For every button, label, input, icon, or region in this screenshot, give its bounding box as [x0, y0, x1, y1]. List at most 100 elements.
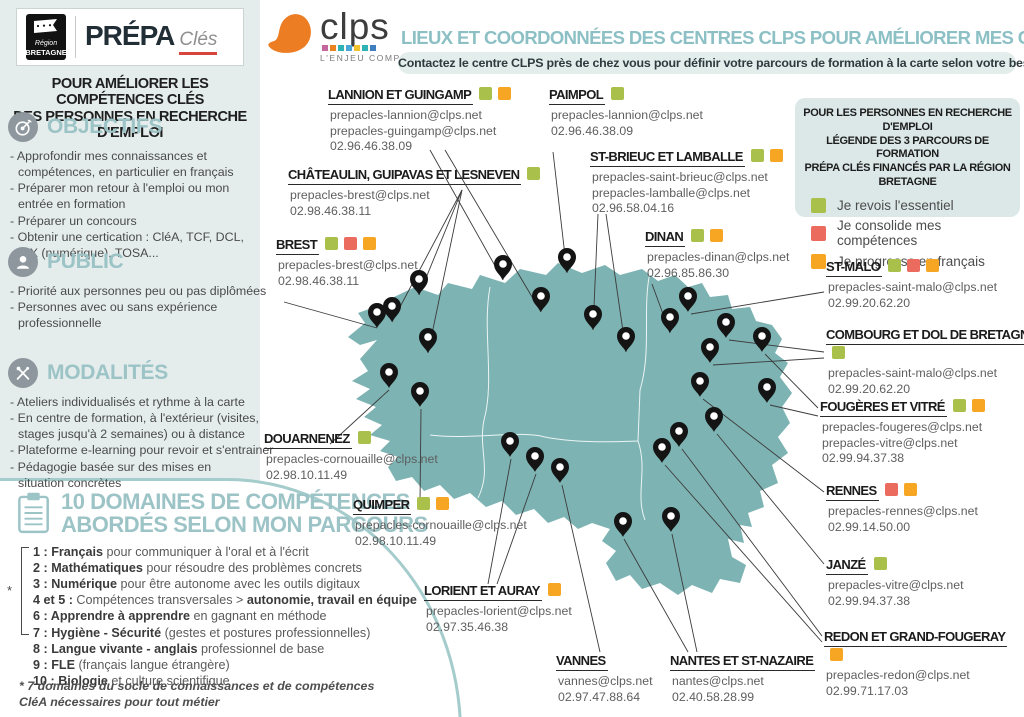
- center-name: FOUGÈRES ET VITRÉ: [820, 399, 947, 417]
- clps-dot: [362, 45, 368, 51]
- center-email: prepacles-guingamp@clps.net: [330, 123, 497, 138]
- map-pins: [368, 248, 776, 537]
- bullet-item: - Approfondir mes connaissances et compét…: [10, 149, 234, 180]
- map-pin: [661, 308, 679, 333]
- map-pin: [705, 407, 723, 432]
- objectifs-bullet-list: - Approfondir mes connaissances et compét…: [10, 148, 260, 261]
- map-pin: [380, 363, 398, 388]
- clps-tagline: L'ENJEU COMPÉTENCES: [320, 52, 452, 63]
- sidebar-heading-line2: DES PERSONNES EN RECHERCHE D'EMPLOI: [13, 108, 247, 142]
- clps-color-dots: [322, 45, 376, 51]
- center-name: COMBOURG ET DOL DE BRETAGNE: [826, 327, 1024, 345]
- clps-wordmark: clps: [320, 6, 390, 47]
- legend-item: Je revois l'essentiel: [811, 197, 1020, 213]
- center-name: LORIENT ET AURAY: [424, 583, 542, 601]
- modalites-bullet-list: - Ateliers individualisés et rythme à la…: [10, 394, 274, 491]
- center-email: prepacles-redon@clps.net: [826, 668, 970, 682]
- domain-item: 3 : Numérique pour être autonome avec le…: [33, 577, 360, 592]
- center-phone: 02.98.10.11.49: [355, 533, 437, 548]
- center-phone: 02.99.71.17.03: [826, 683, 909, 698]
- domains-panel-heading: 10 DOMAINES DE COMPÉTENCES ABORDÉS SELON…: [61, 490, 428, 536]
- domain-item: 1 : Français pour communiquer à l'oral e…: [33, 545, 309, 559]
- parcours-badge-green: [691, 229, 705, 242]
- parcours-badge-orange: [363, 237, 377, 250]
- legend-item: Je consolide mes compétences: [811, 218, 1020, 248]
- center-name: QUIMPER: [353, 497, 412, 515]
- domains-1-7-bracket: [21, 547, 29, 635]
- parcours-badge-green: [479, 87, 493, 100]
- center-email: prepacles-rennes@clps.net: [828, 504, 978, 518]
- public-bullet-list: - Priorité aux personnes peu ou pas dipl…: [10, 283, 266, 331]
- center-email: prepacles-brest@clps.net: [290, 188, 430, 202]
- parcours-badge-red: [884, 483, 898, 496]
- page-title: LIEUX ET COORDONNÉES DES CENTRES CLPS PO…: [401, 27, 1024, 48]
- center-contact-lines: nantes@clps.net 02.40.58.28.99: [670, 674, 815, 705]
- center-phone: 02.98.46.38.11: [290, 203, 372, 218]
- bullet-item: - Préparer mon retour à l'emploi ou mon e…: [10, 181, 230, 212]
- prepa-cles-logo-card: Région BRETAGNE PRÉPA Clés: [16, 8, 244, 66]
- page-subtitle: Contactez le centre CLPS près de chez vo…: [398, 52, 1024, 74]
- person-icon: [8, 247, 38, 277]
- map-pin: [691, 372, 709, 397]
- parcours-badge-green: [611, 87, 625, 100]
- map-pin: [717, 313, 735, 338]
- center-phone: 02.97.47.88.64: [558, 689, 641, 704]
- center-contact-lines: prepacles-rennes@clps.net 02.99.14.50.00: [826, 504, 978, 535]
- center-contact-lines: prepacles-dinan@clps.net 02.96.85.86.30: [645, 250, 789, 281]
- center-name: LANNION ET GUINGAMP: [328, 87, 474, 105]
- center-label-lorient: LORIENT ET AURAY prepacles-lorient@clps.n…: [424, 582, 572, 635]
- map-pin: [494, 255, 512, 280]
- center-label-rennes: RENNES prepacles-rennes@clps.net 02.99.14.…: [826, 482, 978, 535]
- bullet-item: - En centre de formation, à l'extérieur …: [10, 411, 259, 442]
- center-label-janze: JANZÉ prepacles-vitre@clps.net 02.99.94.37…: [826, 556, 964, 609]
- center-name: VANNES: [556, 653, 608, 671]
- footnote-line1: * 7 domaines du socle de connaissances e…: [19, 679, 375, 693]
- center-contact-lines: prepacles-lannion@clps.net 02.96.46.38.09: [549, 108, 703, 139]
- parcours-badge-green: [357, 431, 371, 444]
- region-bretagne-logo: Région BRETAGNE: [26, 14, 66, 60]
- center-phone: 02.99.94.37.38: [822, 451, 905, 466]
- center-contact-lines: vannes@clps.net 02.97.47.88.64: [556, 674, 653, 705]
- center-label-lannion: LANNION ET GUINGAMP prepacles-lannion@clp…: [328, 86, 512, 155]
- clps-drop-icon: [268, 14, 311, 53]
- tools-icon: [8, 358, 38, 388]
- map-pin: [558, 248, 576, 273]
- domain-item: 2 : Mathématiques pour résoudre des prob…: [33, 561, 362, 576]
- center-name: CHÂTEAULIN, GUIPAVAS ET LESNEVEN: [288, 167, 522, 185]
- center-contact-lines: prepacles-brest@clps.net 02.98.46.38.11: [288, 188, 540, 219]
- center-phone: 02.96.46.38.09: [330, 139, 413, 154]
- map-pin: [662, 507, 680, 532]
- map-pin: [670, 422, 688, 447]
- center-label-nantes: NANTES ET ST-NAZAIRE nantes@clps.net 02.40…: [670, 652, 816, 705]
- center-email: prepacles-lannion@clps.net: [551, 108, 703, 122]
- bullet-item: - Plateforme e-learning pour revoir et s…: [10, 443, 274, 458]
- center-contact-lines: prepacles-saint-malo@clps.net 02.99.20.62…: [826, 280, 997, 311]
- legend-swatch-red: [811, 225, 826, 241]
- clps-dot: [322, 45, 328, 51]
- center-contact-lines: prepacles-brest@clps.net 02.98.46.38.11: [276, 258, 418, 289]
- center-email: prepacles-lorient@clps.net: [426, 604, 572, 618]
- center-phone: 02.97.35.46.38: [426, 619, 509, 634]
- center-label-douarnenez: DOUARNENEZ prepacles-cornouaille@clps.net…: [264, 430, 438, 483]
- center-email: prepacles-vitre@clps.net: [828, 578, 964, 592]
- section-modalites: MODALITÉS - Ateliers individualisés et r…: [8, 358, 274, 491]
- center-label-stmalo: ST-MALO prepacles-saint-malo@clps.net 02.9…: [826, 258, 997, 311]
- center-contact-lines: prepacles-lannion@clps.net prepacles-guin…: [328, 108, 511, 155]
- map-pin: [551, 458, 569, 483]
- bullet-item: - Ateliers individualisés et rythme à la…: [10, 395, 245, 409]
- svg-text:BRETAGNE: BRETAGNE: [26, 48, 66, 57]
- center-email: prepacles-saint-malo@clps.net: [828, 366, 997, 380]
- center-email: prepacles-cornouaille@clps.net: [355, 518, 527, 532]
- map-pin: [753, 327, 771, 352]
- section-public: PUBLIC - Priorité aux personnes peu ou p…: [8, 247, 266, 331]
- footnote-line2: CléA nécessaires pour tout métier: [19, 694, 220, 709]
- section-modalites-heading: MODALITÉS: [47, 361, 168, 384]
- parcours-badge-green: [952, 399, 966, 412]
- center-contact-lines: prepacles-lorient@clps.net 02.97.35.46.38: [424, 604, 572, 635]
- parcours-badge-orange: [710, 229, 724, 242]
- legend-label: Je revois l'essentiel: [837, 197, 954, 213]
- center-phone: 02.96.85.86.30: [647, 265, 730, 280]
- center-contact-lines: prepacles-saint-malo@clps.net 02.99.20.62…: [826, 366, 1024, 397]
- map-pin: [383, 297, 401, 322]
